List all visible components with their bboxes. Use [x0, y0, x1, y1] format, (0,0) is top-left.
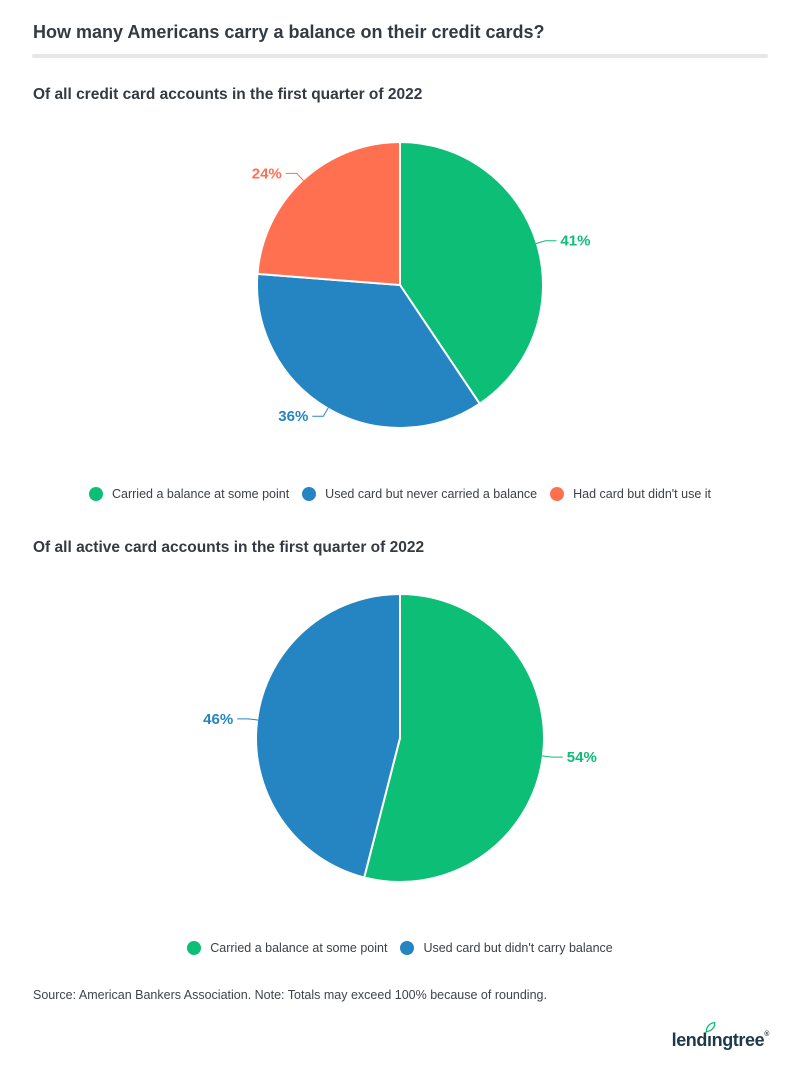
- page-title: How many Americans carry a balance on th…: [33, 22, 545, 42]
- legend-item: Used card but never carried a balance: [302, 487, 537, 501]
- legend-dot: [302, 487, 317, 501]
- legend-dot: [187, 941, 202, 955]
- title-divider: [32, 54, 768, 58]
- slice-label: 41%: [560, 233, 590, 250]
- chart-1-legend: Carried a balance at some point Used card…: [0, 487, 800, 501]
- registered-mark: ®: [764, 1031, 769, 1038]
- label-connector: [285, 172, 304, 182]
- legend-dot: [550, 487, 565, 501]
- label-connector: [535, 240, 557, 245]
- label-connector: [237, 718, 259, 721]
- logo-text-pre: lend: [671, 1030, 708, 1050]
- chart-2-subtitle: Of all active card accounts in the first…: [33, 539, 425, 556]
- source-note: Source: American Bankers Association. No…: [33, 988, 547, 1002]
- legend-label: Used card but didn't carry balance: [423, 941, 613, 955]
- label-connector: [312, 407, 329, 417]
- pie-chart-1: 41% 36% 24%: [252, 141, 590, 429]
- legend-item: Used card but didn't carry balance: [400, 941, 613, 955]
- label-connector: [541, 755, 563, 758]
- logo-text-post: ngtree: [711, 1030, 765, 1050]
- pie-slice: [256, 141, 401, 286]
- logo-letter-i: ı: [705, 1021, 716, 1051]
- legend-label: Used card but never carried a balance: [325, 487, 538, 501]
- legend-dot: [88, 487, 103, 501]
- lendingtree-logo: lendı ngtree®: [671, 1021, 769, 1051]
- chart-1-subtitle: Of all credit card accounts in the first…: [33, 86, 423, 103]
- legend-dot: [400, 941, 415, 955]
- legend-item: Had card but didn't use it: [550, 487, 711, 501]
- legend-label: Had card but didn't use it: [573, 487, 711, 501]
- chart-2-legend: Carried a balance at some point Used card…: [0, 941, 800, 955]
- slice-label: 54%: [567, 749, 597, 766]
- pie-chart-2: 54% 46%: [203, 593, 597, 883]
- leaf-icon: [705, 1021, 716, 1033]
- legend-label: Carried a balance at some point: [210, 941, 388, 955]
- slice-label: 24%: [252, 165, 282, 182]
- slice-label: 46%: [203, 711, 233, 728]
- legend-item: Carried a balance at some point: [187, 941, 387, 955]
- slice-label: 36%: [278, 408, 308, 425]
- legend-label: Carried a balance at some point: [111, 487, 290, 501]
- legend-item: Carried a balance at some point: [88, 487, 290, 501]
